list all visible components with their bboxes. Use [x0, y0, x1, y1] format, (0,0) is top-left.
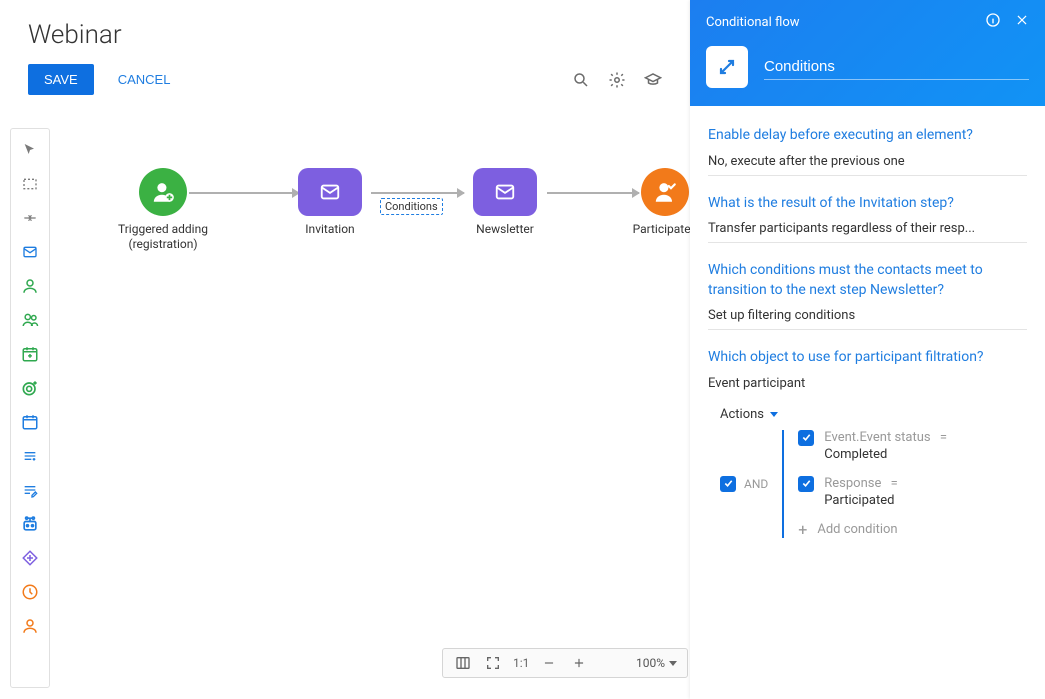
- search-icon[interactable]: [572, 71, 590, 89]
- checkbox-checked-icon[interactable]: [798, 476, 814, 492]
- robot-icon[interactable]: [19, 513, 41, 535]
- zoom-in-button[interactable]: [569, 653, 589, 673]
- fit-screen-icon[interactable]: [483, 653, 503, 673]
- flow-node-invitation[interactable]: Invitation: [275, 168, 385, 237]
- condition-field: Response: [824, 476, 881, 491]
- info-icon[interactable]: [985, 12, 1001, 32]
- toolbar: SAVE CANCEL: [0, 64, 690, 109]
- envelope-icon: [473, 168, 537, 216]
- condition-operator: =: [891, 476, 898, 491]
- checkbox-checked-icon[interactable]: [720, 476, 736, 492]
- condition-row[interactable]: Event.Event status = Completed: [798, 430, 947, 462]
- flow-node-label: Invitation: [275, 222, 385, 237]
- list-add-icon[interactable]: [19, 445, 41, 467]
- checkbox-checked-icon[interactable]: [798, 430, 814, 446]
- panel-answer-field[interactable]: Event participant: [708, 376, 1027, 397]
- save-button[interactable]: SAVE: [28, 64, 94, 95]
- main-area: Webinar SAVE CANCEL: [0, 0, 690, 699]
- audience-single-icon[interactable]: [19, 275, 41, 297]
- condition-operator: =: [940, 430, 947, 445]
- panel-title-input[interactable]: [764, 54, 1029, 80]
- page-title: Webinar: [0, 0, 690, 64]
- panel-question: Enable delay before executing an element…: [708, 126, 1027, 146]
- properties-panel: Conditional flow Enable delay before exe…: [690, 0, 1045, 699]
- flow-node-label: Triggered adding (registration): [108, 222, 218, 252]
- flow-node-newsletter[interactable]: Newsletter: [450, 168, 560, 237]
- diamond-icon[interactable]: [19, 547, 41, 569]
- flow-node-label: Newsletter: [450, 222, 560, 237]
- list-edit-icon[interactable]: [19, 479, 41, 501]
- actions-dropdown[interactable]: Actions: [720, 407, 1027, 422]
- panel-question: Which object to use for participant filt…: [708, 348, 1027, 368]
- flow-node-trigger[interactable]: Triggered adding (registration): [108, 168, 218, 252]
- zoom-reset-button[interactable]: 1:1: [513, 653, 529, 673]
- connector-icon[interactable]: [19, 207, 41, 229]
- user-add-icon: [139, 168, 187, 216]
- panels-icon[interactable]: [453, 653, 473, 673]
- condition-value: Participated: [824, 493, 947, 508]
- add-condition-button[interactable]: + Add condition: [798, 522, 947, 538]
- filter-logic-group[interactable]: AND: [720, 430, 782, 538]
- conditional-flow-icon: [706, 46, 748, 88]
- zoom-percent-value: 100%: [636, 656, 665, 670]
- zoom-toolbar: 1:1 100%: [442, 648, 688, 678]
- audience-multi-icon[interactable]: [19, 309, 41, 331]
- element-palette: [10, 128, 50, 688]
- filter-conditions: Event.Event status = Completed Response …: [782, 430, 947, 538]
- plus-icon: +: [798, 522, 807, 538]
- panel-body: Enable delay before executing an element…: [690, 106, 1045, 699]
- flow-canvas[interactable]: Conditions Triggered adding (registratio…: [60, 128, 680, 638]
- email-element-icon[interactable]: [19, 241, 41, 263]
- condition-value: Completed: [824, 447, 947, 462]
- close-icon[interactable]: [1015, 13, 1029, 31]
- canvas-wrap: Conditions Triggered adding (registratio…: [10, 128, 680, 688]
- panel-answer-field[interactable]: No, execute after the previous one: [708, 154, 1027, 176]
- panel-answer-field[interactable]: Transfer participants regardless of thei…: [708, 221, 1027, 243]
- zoom-out-button[interactable]: [539, 653, 559, 673]
- user-check-icon: [641, 168, 689, 216]
- add-condition-label: Add condition: [817, 522, 897, 537]
- condition-field: Event.Event status: [824, 430, 930, 445]
- calendar-element-icon[interactable]: [19, 411, 41, 433]
- panel-question: What is the result of the Invitation ste…: [708, 194, 1027, 214]
- panel-question: Which conditions must the contacts meet …: [708, 261, 1027, 300]
- zoom-percent-dropdown[interactable]: 100%: [636, 656, 677, 670]
- chevron-down-icon: [669, 661, 677, 666]
- flow-diagram: Conditions Triggered adding (registratio…: [80, 168, 660, 328]
- target-add-icon[interactable]: [19, 377, 41, 399]
- gear-icon[interactable]: [608, 71, 626, 89]
- panel-header: Conditional flow: [690, 0, 1045, 106]
- exit-user-icon[interactable]: [19, 615, 41, 637]
- marquee-icon[interactable]: [19, 173, 41, 195]
- event-add-icon[interactable]: [19, 343, 41, 365]
- toolbar-right: [572, 71, 662, 89]
- conditions-tag[interactable]: Conditions: [380, 198, 443, 215]
- academy-icon[interactable]: [644, 71, 662, 89]
- envelope-icon: [298, 168, 362, 216]
- filter-block: AND Event.Event status = Completed: [720, 430, 1027, 538]
- pointer-icon[interactable]: [19, 139, 41, 161]
- chevron-down-icon: [770, 412, 778, 417]
- panel-answer-field[interactable]: Set up filtering conditions: [708, 308, 1027, 330]
- cancel-button[interactable]: CANCEL: [118, 72, 171, 87]
- timer-icon[interactable]: [19, 581, 41, 603]
- condition-row[interactable]: Response = Participated: [798, 476, 947, 508]
- logic-operator-label: AND: [744, 477, 768, 491]
- actions-label: Actions: [720, 407, 764, 422]
- panel-type-label: Conditional flow: [706, 15, 800, 30]
